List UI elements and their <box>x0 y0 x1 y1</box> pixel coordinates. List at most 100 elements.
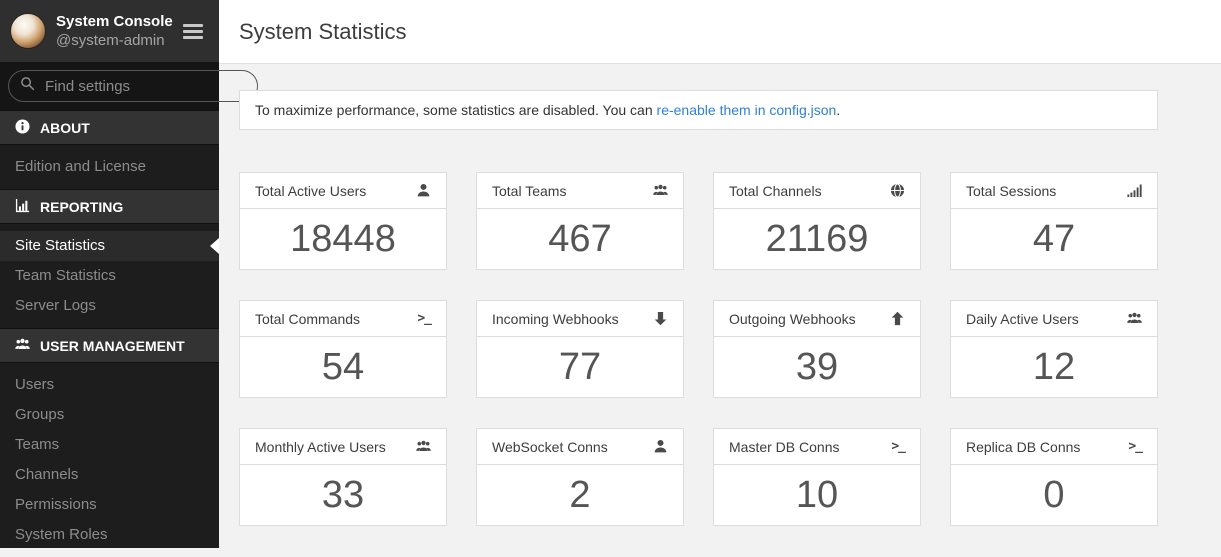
sidebar: System Console @system-admin ABOUT Editi… <box>0 0 258 548</box>
globe-icon <box>890 183 905 198</box>
stat-card-header: WebSocket Conns <box>477 429 683 465</box>
stat-card-header: Outgoing Webhooks <box>714 301 920 337</box>
sidebar-item-label: Users <box>15 376 55 393</box>
content: To maximize performance, some statistics… <box>219 64 1158 526</box>
stat-card-value: 33 <box>321 474 365 516</box>
sidebar-item-label: Team Statistics <box>15 267 116 284</box>
sidebar-item-teams[interactable]: Teams <box>0 430 219 460</box>
admin-username: @system-admin <box>56 32 165 49</box>
sidebar-item-channels[interactable]: Channels <box>0 460 219 490</box>
stat-card-value: 10 <box>795 474 839 516</box>
stat-card-value: 18448 <box>290 218 396 260</box>
stat-card-value: 39 <box>795 346 839 388</box>
sidebar-item-label: Server Logs <box>15 297 96 314</box>
sidebar-item-label: Groups <box>15 406 65 423</box>
stat-card-label: Replica DB Conns <box>966 438 1081 455</box>
stat-card-label: Total Commands <box>255 310 361 327</box>
stat-card-daily-active-users: Daily Active Users 12 <box>950 300 1158 398</box>
sidebar-section-header: ABOUT <box>0 110 219 145</box>
stat-card-header: Total Channels <box>714 173 920 209</box>
arrow-down-icon <box>653 311 668 326</box>
users-icon <box>416 439 431 454</box>
stat-card-header: Monthly Active Users <box>240 429 446 465</box>
stat-card-header: Total Sessions <box>951 173 1157 209</box>
sidebar-search <box>0 62 258 110</box>
stat-card-total-sessions: Total Sessions 47 <box>950 172 1158 270</box>
sidebar-item-groups[interactable]: Groups <box>0 400 219 430</box>
search-box[interactable] <box>8 70 258 102</box>
sidebar-item-label: System Roles <box>15 526 108 543</box>
stat-card-master-db-conns: Master DB Conns >_ 10 <box>713 428 921 526</box>
sidebar-item-users[interactable]: Users <box>0 370 219 400</box>
sidebar-item-label: Site Statistics <box>15 237 106 254</box>
page-title: System Statistics <box>239 18 407 44</box>
menu-icon[interactable] <box>183 22 203 41</box>
topbar: System Statistics <box>219 0 1221 64</box>
stat-card-replica-db-conns: Replica DB Conns >_ 0 <box>950 428 1158 526</box>
stat-card-total-teams: Total Teams 467 <box>476 172 684 270</box>
stat-card-websocket-conns: WebSocket Conns 2 <box>476 428 684 526</box>
stat-card-header: Total Teams <box>477 173 683 209</box>
banner-text-before: To maximize performance, some statistics… <box>255 102 657 118</box>
sidebar-section-label: REPORTING <box>40 198 124 215</box>
performance-banner: To maximize performance, some statistics… <box>239 90 1158 130</box>
sidebar-section-items: Users Groups Teams Channels Permissions Syste… <box>0 363 219 557</box>
search-input[interactable] <box>43 76 246 96</box>
stat-card-label: Total Teams <box>492 182 567 199</box>
stat-card-header: Master DB Conns >_ <box>714 429 920 465</box>
sidebar-section-user-management: USER MANAGEMENT Users Groups Teams Channels… <box>0 328 219 557</box>
stat-card-label: Master DB Conns <box>729 438 840 455</box>
terminal-icon: >_ <box>891 439 906 454</box>
stat-card-label: Monthly Active Users <box>255 438 386 455</box>
stat-card-label: Incoming Webhooks <box>492 310 619 327</box>
main-area: System Statistics To maximize performanc… <box>219 0 1221 548</box>
terminal-icon: >_ <box>417 311 432 326</box>
sidebar-item-team-statistics[interactable]: Team Statistics <box>0 261 219 291</box>
stat-card-total-channels: Total Channels 21169 <box>713 172 921 270</box>
sidebar-header: System Console @system-admin <box>0 0 219 62</box>
stat-card-incoming-webhooks: Incoming Webhooks 77 <box>476 300 684 398</box>
reenable-config-link[interactable]: re-enable them in config.json <box>656 102 837 118</box>
sidebar-item-label: Channels <box>15 466 79 483</box>
banner-text-after: . <box>836 102 841 118</box>
user-icon <box>653 439 668 454</box>
stat-card-label: Daily Active Users <box>966 310 1079 327</box>
stat-card-label: Total Channels <box>729 182 822 199</box>
sidebar-item-label: Teams <box>15 436 60 453</box>
sidebar-section-label: USER MANAGEMENT <box>40 337 185 354</box>
info-icon <box>15 118 30 137</box>
sidebar-item-system-roles[interactable]: System Roles <box>0 520 219 550</box>
arrow-up-icon <box>890 311 905 326</box>
stat-card-value: 77 <box>558 346 602 388</box>
sidebar-section-label: ABOUT <box>40 119 90 136</box>
bar-chart-icon <box>15 198 30 216</box>
stat-card-header: Total Active Users <box>240 173 446 209</box>
sidebar-item-permissions[interactable]: Permissions <box>0 490 219 520</box>
stat-card-label: Outgoing Webhooks <box>729 310 856 327</box>
stat-card-monthly-active-users: Monthly Active Users 33 <box>239 428 447 526</box>
avatar <box>10 13 46 49</box>
sidebar-item-server-logs[interactable]: Server Logs <box>0 291 219 321</box>
stat-card-label: Total Sessions <box>966 182 1057 199</box>
search-icon <box>20 76 35 96</box>
stat-card-total-commands: Total Commands >_ 54 <box>239 300 447 398</box>
stat-card-header: Daily Active Users <box>951 301 1157 337</box>
stat-card-total-active-users: Total Active Users 18448 <box>239 172 447 270</box>
stat-card-label: Total Active Users <box>255 182 367 199</box>
sidebar-section-about: ABOUT Edition and License <box>0 110 219 189</box>
stat-card-value: 54 <box>321 346 365 388</box>
sidebar-item-site-statistics[interactable]: Site Statistics <box>0 231 219 261</box>
stat-card-value: 467 <box>548 218 612 260</box>
sidebar-section-reporting: REPORTING Site Statistics Team Statistics… <box>0 189 219 328</box>
stat-card-label: WebSocket Conns <box>492 438 608 455</box>
stat-card-value: 2 <box>569 474 591 516</box>
sidebar-section-header: USER MANAGEMENT <box>0 328 219 363</box>
stat-card-value: 47 <box>1032 218 1076 260</box>
sidebar-section-items: Site Statistics Team Statistics Server Log… <box>0 224 219 328</box>
stat-card-value: 21169 <box>765 218 869 260</box>
sidebar-item-label: Edition and License <box>15 158 146 175</box>
sidebar-title-wrap: System Console @system-admin <box>56 12 173 50</box>
users-icon <box>653 183 668 198</box>
user-icon <box>416 183 431 198</box>
sidebar-item-edition-and-license[interactable]: Edition and License <box>0 152 219 182</box>
